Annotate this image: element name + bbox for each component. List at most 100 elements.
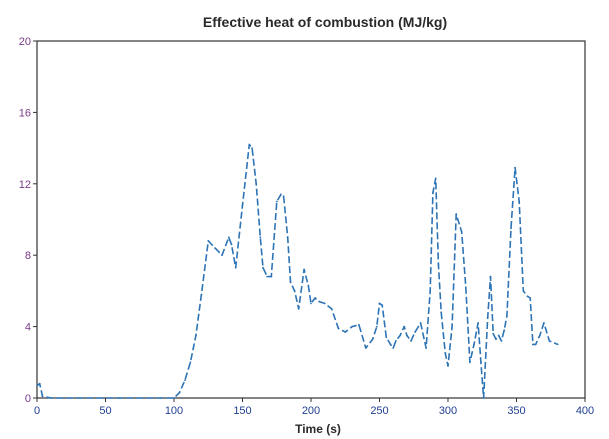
data-point xyxy=(447,365,449,367)
data-point xyxy=(469,361,471,364)
data-point xyxy=(207,240,210,242)
series-line xyxy=(36,143,558,399)
x-tick-label: 300 xyxy=(439,405,457,417)
data-point xyxy=(451,325,453,328)
data-point xyxy=(503,329,506,332)
data-point xyxy=(556,343,559,346)
series-points xyxy=(36,143,559,399)
data-point xyxy=(375,325,378,328)
x-axis-label: Time (s) xyxy=(295,422,341,436)
data-point xyxy=(251,147,254,150)
data-point xyxy=(297,307,300,310)
x-tick-label: 150 xyxy=(233,405,251,417)
x-tick-label: 400 xyxy=(576,405,594,417)
data-point xyxy=(399,334,401,337)
data-point xyxy=(49,397,52,399)
data-point xyxy=(389,343,392,346)
data-point xyxy=(77,397,79,399)
data-point xyxy=(406,334,408,337)
data-point xyxy=(337,327,340,330)
x-tick-label: 200 xyxy=(302,405,320,417)
data-point xyxy=(403,325,406,328)
data-point xyxy=(381,304,384,307)
data-point xyxy=(437,263,440,265)
data-point xyxy=(184,379,186,381)
data-point xyxy=(410,340,412,342)
y-tick-label: 16 xyxy=(19,107,31,119)
data-point xyxy=(364,347,367,349)
data-point xyxy=(282,195,285,198)
data-point xyxy=(221,254,223,257)
data-point xyxy=(514,166,516,169)
data-point xyxy=(178,391,181,394)
data-point xyxy=(460,231,463,233)
data-point xyxy=(214,247,217,250)
data-point xyxy=(440,311,443,314)
plot-frame xyxy=(36,40,586,399)
y-tick-label: 0 xyxy=(25,393,31,405)
y-axis: 0 4 8 12 16 20 xyxy=(19,36,37,405)
data-point xyxy=(275,200,278,203)
x-tick-label: 250 xyxy=(370,405,388,417)
data-point xyxy=(432,191,434,194)
data-point xyxy=(314,297,316,299)
x-tick-label: 350 xyxy=(507,405,525,417)
data-point xyxy=(255,182,258,185)
data-point xyxy=(36,384,38,387)
data-point xyxy=(230,243,233,246)
data-point xyxy=(510,227,512,230)
data-point xyxy=(195,334,197,337)
data-point xyxy=(227,236,230,239)
data-point xyxy=(41,395,44,398)
data-point xyxy=(38,382,41,385)
data-point xyxy=(371,338,374,340)
data-point xyxy=(262,266,264,269)
data-point xyxy=(159,397,162,399)
data-point xyxy=(464,286,467,289)
data-point xyxy=(497,334,500,337)
data-point xyxy=(241,204,244,207)
data-point xyxy=(344,331,347,333)
data-point xyxy=(358,323,360,326)
data-point xyxy=(434,177,437,180)
y-tick-label: 8 xyxy=(25,250,31,262)
data-point xyxy=(492,332,495,335)
data-point xyxy=(480,361,482,364)
data-point xyxy=(351,325,353,328)
data-point xyxy=(248,143,251,146)
data-point xyxy=(500,340,503,342)
data-point xyxy=(259,236,262,239)
data-point xyxy=(543,322,545,324)
data-point xyxy=(506,315,508,317)
data-point xyxy=(286,236,289,239)
data-point xyxy=(266,275,269,278)
data-point xyxy=(330,307,333,310)
data-point xyxy=(534,343,537,346)
data-point xyxy=(395,340,397,342)
data-point xyxy=(414,331,416,333)
x-tick-label: 50 xyxy=(99,405,111,417)
data-point xyxy=(270,275,273,278)
data-point xyxy=(234,266,237,269)
data-point xyxy=(419,322,422,324)
data-point xyxy=(289,281,292,283)
y-tick-label: 20 xyxy=(19,36,31,48)
chart-title: Effective heat of combustion (MJ/kg) xyxy=(203,14,447,30)
data-point xyxy=(118,397,121,399)
data-point xyxy=(522,290,525,292)
data-point xyxy=(425,347,427,349)
data-point xyxy=(385,336,388,339)
data-point xyxy=(477,322,479,324)
data-point xyxy=(323,302,326,305)
data-point xyxy=(318,300,321,303)
data-point xyxy=(548,340,551,342)
data-point xyxy=(526,295,529,298)
x-axis: 0 50 100 150 200 250 300 350 400 xyxy=(34,398,594,417)
data-point xyxy=(293,290,296,292)
y-tick-label: 4 xyxy=(25,322,31,334)
x-tick-label: 0 xyxy=(34,405,40,417)
x-tick-label: 100 xyxy=(165,405,183,417)
data-point xyxy=(473,343,475,346)
data-point xyxy=(482,397,485,399)
